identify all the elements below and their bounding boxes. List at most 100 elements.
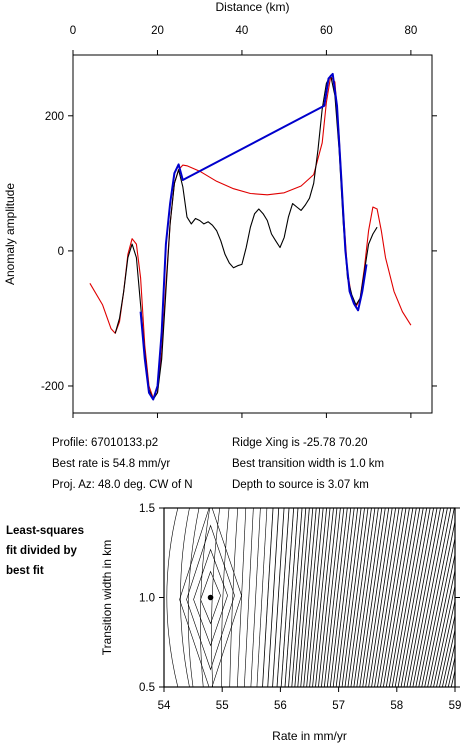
contour-line: [312, 508, 331, 687]
ridge-crossing-label: Ridge Xing is -25.78 70.20: [232, 437, 368, 449]
contour-line: [332, 508, 355, 687]
contour-line: [397, 508, 431, 687]
contour-line: [447, 655, 455, 687]
contour-line: [320, 508, 341, 687]
contour-line: [430, 568, 455, 687]
contour-line: [385, 508, 417, 687]
contour-line: [291, 508, 307, 687]
x-tick-label: 54: [158, 700, 171, 712]
contour-description-line: best fit: [6, 565, 44, 577]
contour-line: [250, 508, 261, 687]
contour-line: [179, 508, 242, 687]
contour-line: [200, 508, 211, 687]
contour-line: [418, 508, 455, 687]
x-tick-label: 55: [216, 700, 229, 712]
contour-line: [350, 508, 376, 687]
contour-line: [353, 508, 379, 687]
contour-line: [318, 508, 338, 687]
contour-line: [244, 508, 254, 687]
contour-line: [329, 508, 352, 687]
contour-line: [388, 508, 421, 687]
contour-description-line: Least-squares: [6, 525, 84, 537]
contour-line: [374, 508, 403, 687]
y-tick-label: 0.5: [139, 682, 155, 694]
contour-line: [300, 508, 317, 687]
contour-line: [280, 508, 295, 687]
contour-line: [444, 641, 455, 687]
contour-line: [362, 508, 390, 687]
contour-line: [186, 524, 235, 671]
x-tick-label: 0: [70, 25, 76, 37]
x-axis-label: Rate in mm/yr: [272, 729, 347, 743]
contour-line: [262, 508, 274, 687]
contour-line: [365, 508, 393, 687]
contour-line: [315, 508, 334, 687]
contour-line: [341, 508, 365, 687]
contour-line: [400, 508, 434, 687]
contour-line: [394, 508, 428, 687]
plot-frame: [72, 54, 433, 414]
contour-line: [294, 508, 310, 687]
contour-line: [368, 508, 397, 687]
x-tick-label: 56: [274, 700, 287, 712]
contour-line: [338, 508, 362, 687]
contour-line: [359, 508, 386, 687]
contour-line: [415, 508, 452, 687]
profile-label: Profile: 67010133.p2: [52, 437, 159, 449]
source-depth-label: Depth to source is 3.07 km: [232, 479, 369, 491]
contour-line: [439, 613, 455, 687]
contour-line: [406, 508, 441, 687]
contour-line: [306, 508, 324, 687]
contour-line: [221, 508, 230, 687]
contour-line: [272, 508, 285, 687]
contour-line: [288, 508, 303, 687]
contour-line: [371, 508, 400, 687]
transition-width-label: Best transition width is 1.0 km: [232, 458, 385, 470]
contour-line: [284, 508, 299, 687]
x-axis-label: Distance (km): [215, 0, 289, 14]
contour-lines: [166, 508, 455, 687]
anomaly-profile-chart: 0 20 40 60 80 200 0 -200 Distance (km) Anomaly am…: [3, 0, 437, 418]
y-axis-label: Transition width in km: [100, 540, 114, 656]
y-tick-label: 0: [58, 246, 64, 258]
contour-line: [412, 508, 448, 687]
profile-series-line: [89, 76, 412, 399]
best-fit-point: [207, 594, 214, 601]
contour-line: [427, 552, 455, 687]
x-tick-label: 58: [390, 700, 403, 712]
contour-line: [377, 508, 407, 687]
contour-line: [323, 508, 345, 687]
profile-series-line: [114, 74, 378, 401]
y-tick-label: 1.0: [139, 593, 155, 605]
contour-line: [344, 508, 369, 687]
contour-line: [421, 519, 455, 687]
y-tick-label: -200: [41, 381, 64, 393]
contour-line: [424, 536, 455, 687]
x-tick-label: 40: [236, 25, 249, 37]
contour-line: [436, 599, 455, 687]
contour-line: [380, 508, 410, 687]
x-tick-label: 80: [404, 25, 417, 37]
contour-line: [382, 508, 414, 687]
contour-line: [166, 508, 179, 687]
profile-series-line: [139, 72, 368, 401]
misfit-contour-chart: 54 55 56 57 58 59 1.5 1.0 0.5 Rate in mm/yr Transi…: [100, 503, 461, 743]
contour-line: [335, 508, 359, 687]
contour-line: [193, 548, 228, 647]
contour-line: [276, 508, 290, 687]
contour-line: [256, 508, 268, 687]
contour-line: [433, 583, 455, 687]
contour-line: [297, 508, 314, 687]
contour-line: [441, 627, 455, 687]
contour-description: Least-squares fit divided by best fit: [6, 521, 84, 581]
contour-line: [229, 508, 239, 687]
projection-azimuth-label: Proj. Az: 48.0 deg. CW of N: [52, 479, 193, 491]
contour-line: [326, 508, 348, 687]
contour-line: [267, 508, 280, 687]
contour-line: [356, 508, 383, 687]
x-tick-label: 57: [332, 700, 345, 712]
best-rate-label: Best rate is 54.8 mm/yr: [52, 458, 171, 470]
contour-line: [309, 508, 327, 687]
